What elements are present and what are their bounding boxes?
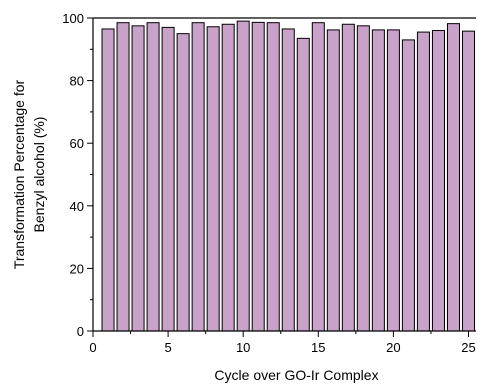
bar-cycle-15 — [311, 22, 325, 332]
x-axis-label: Cycle over GO-Ir Complex — [214, 367, 378, 383]
bar-cycle-9 — [221, 23, 235, 332]
y-tick-label-60: 60 — [70, 136, 84, 151]
x-tick-label-0: 0 — [89, 340, 96, 355]
bar-cycle-14 — [296, 37, 310, 332]
bar-cycle-24 — [446, 23, 460, 332]
bar-cycle-25 — [461, 30, 475, 332]
bar-cycle-6 — [176, 33, 190, 332]
bar-cycle-21 — [401, 39, 415, 332]
y-tick-label-80: 80 — [70, 74, 84, 89]
bar-cycle-3 — [131, 25, 145, 332]
bar-cycle-1 — [101, 28, 115, 332]
x-tick-label-5: 5 — [164, 340, 171, 355]
y-tick-label-0: 0 — [77, 324, 84, 339]
y-tick-label-100: 100 — [62, 11, 84, 26]
bar-cycle-16 — [326, 29, 340, 332]
tick-labels-group: 0 5 10 15 20 25 0 20 40 60 80 100 — [62, 11, 475, 355]
bar-cycle-11 — [251, 21, 265, 332]
bar-cycle-12 — [266, 22, 280, 332]
axes-group — [87, 17, 476, 337]
bar-cycle-17 — [341, 23, 355, 332]
bar-cycle-5 — [161, 26, 175, 332]
bar-cycle-20 — [386, 29, 400, 332]
bar-cycle-18 — [356, 25, 370, 332]
bar-cycle-4 — [146, 22, 160, 332]
bar-cycle-22 — [416, 31, 430, 332]
bars-group — [101, 20, 475, 332]
bar-cycle-7 — [191, 22, 205, 332]
bar-cycle-2 — [116, 22, 130, 332]
bar-cycle-10 — [236, 20, 250, 332]
y-tick-label-40: 40 — [70, 199, 84, 214]
x-tick-label-15: 15 — [311, 340, 325, 355]
y-axis-label-line-2: Benzyl alcohol (%) — [31, 117, 47, 233]
bar-cycle-19 — [371, 29, 385, 332]
bar-cycle-13 — [281, 28, 295, 332]
x-tick-label-10: 10 — [236, 340, 250, 355]
x-tick-label-25: 25 — [461, 340, 475, 355]
x-tick-label-20: 20 — [386, 340, 400, 355]
y-tick-label-20: 20 — [70, 261, 84, 276]
bar-cycle-8 — [206, 26, 220, 332]
bar-cycle-23 — [431, 30, 445, 332]
y-axis-label-line-1: Transformation Percentage for — [11, 79, 27, 269]
